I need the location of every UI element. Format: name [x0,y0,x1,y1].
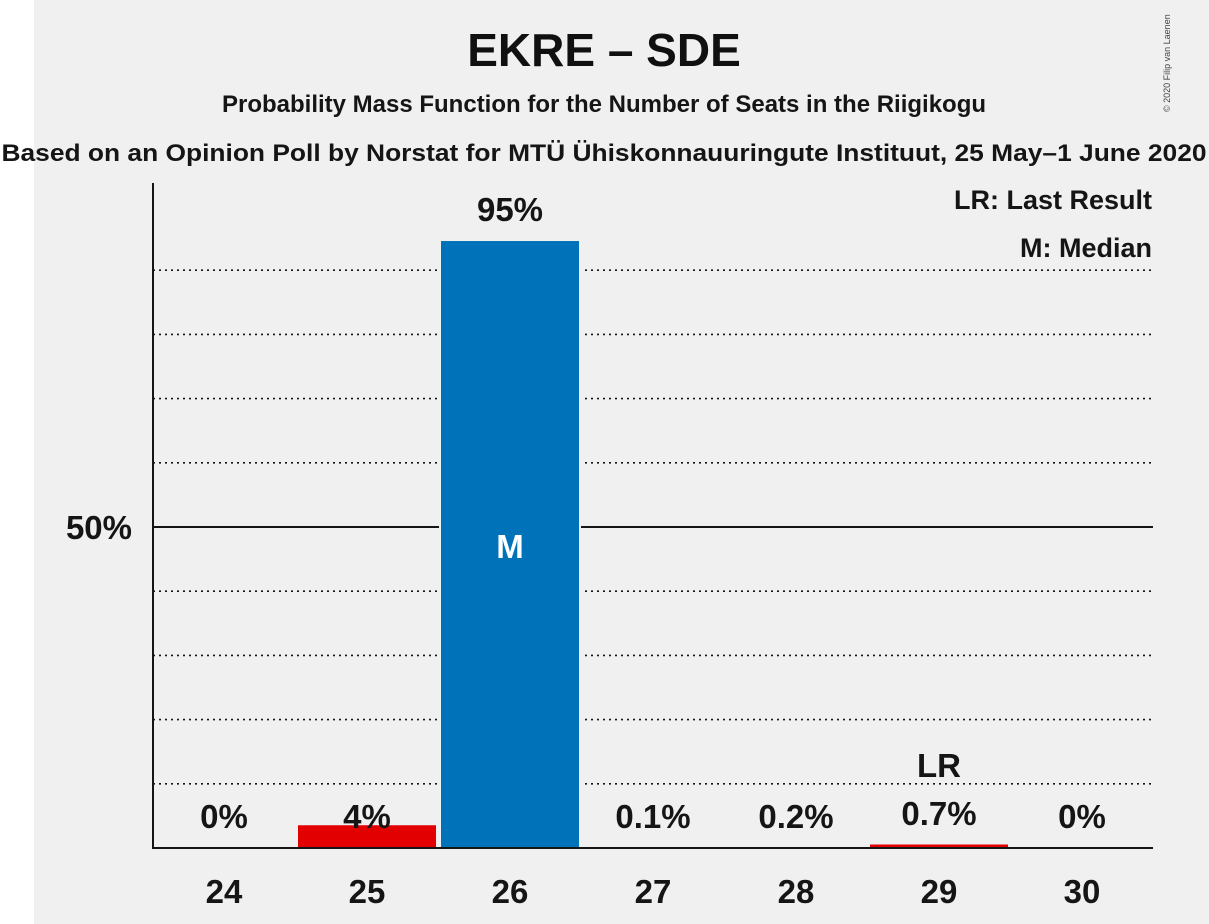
gridlines [153,269,1153,785]
x-tick-28: 28 [778,873,815,910]
chart-title: EKRE – SDE [467,24,741,76]
x-tick-25: 25 [349,873,386,910]
x-tick-26: 26 [492,873,529,910]
legend-last-result: LR: Last Result [954,185,1152,215]
x-tick-24: 24 [206,873,243,910]
x-tick-labels: 24 25 26 27 28 29 30 [206,873,1101,910]
chart-subtitle: Probability Mass Function for the Number… [222,91,986,118]
value-label-30: 0% [1058,798,1106,835]
value-label-25: 4% [343,798,391,835]
value-label-26: 95% [477,191,543,228]
y-tick-label-50: 50% [66,509,132,546]
median-marker: M [496,528,524,565]
value-label-29: 0.7% [901,795,976,832]
chart-subtitle-poll: Based on an Opinion Poll by Norstat for … [2,140,1207,167]
x-tick-29: 29 [921,873,958,910]
value-label-28: 0.2% [758,798,833,835]
copyright-text: © 2020 Filip van Laenen [1162,14,1172,112]
value-label-27: 0.1% [615,798,690,835]
x-tick-30: 30 [1064,873,1101,910]
value-label-24: 0% [200,798,248,835]
legend-median: M: Median [1020,233,1152,263]
last-result-marker: LR [917,747,961,784]
value-labels: 0% 4% 95% M 0.1% 0.2% 0.7% LR 0% [200,191,1106,835]
x-tick-27: 27 [635,873,672,910]
